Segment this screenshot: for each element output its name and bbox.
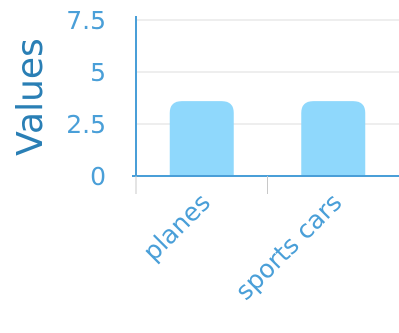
y-axis-title: Values — [10, 38, 51, 156]
bars — [169, 101, 366, 176]
axes — [132, 16, 399, 194]
x-tick-labels: planes sports cars — [137, 188, 347, 306]
y-tick-label: 2.5 — [66, 110, 106, 139]
y-tick-labels: 0 2.5 5 7.5 — [66, 6, 106, 191]
y-tick-label: 7.5 — [66, 6, 106, 35]
x-tick-label: sports cars — [230, 188, 348, 306]
y-tick-label: 0 — [90, 162, 106, 191]
y-tick-label: 5 — [90, 58, 106, 87]
bar-sports-cars — [301, 101, 366, 176]
bar-planes — [169, 101, 234, 176]
x-tick-label: planes — [137, 188, 216, 267]
